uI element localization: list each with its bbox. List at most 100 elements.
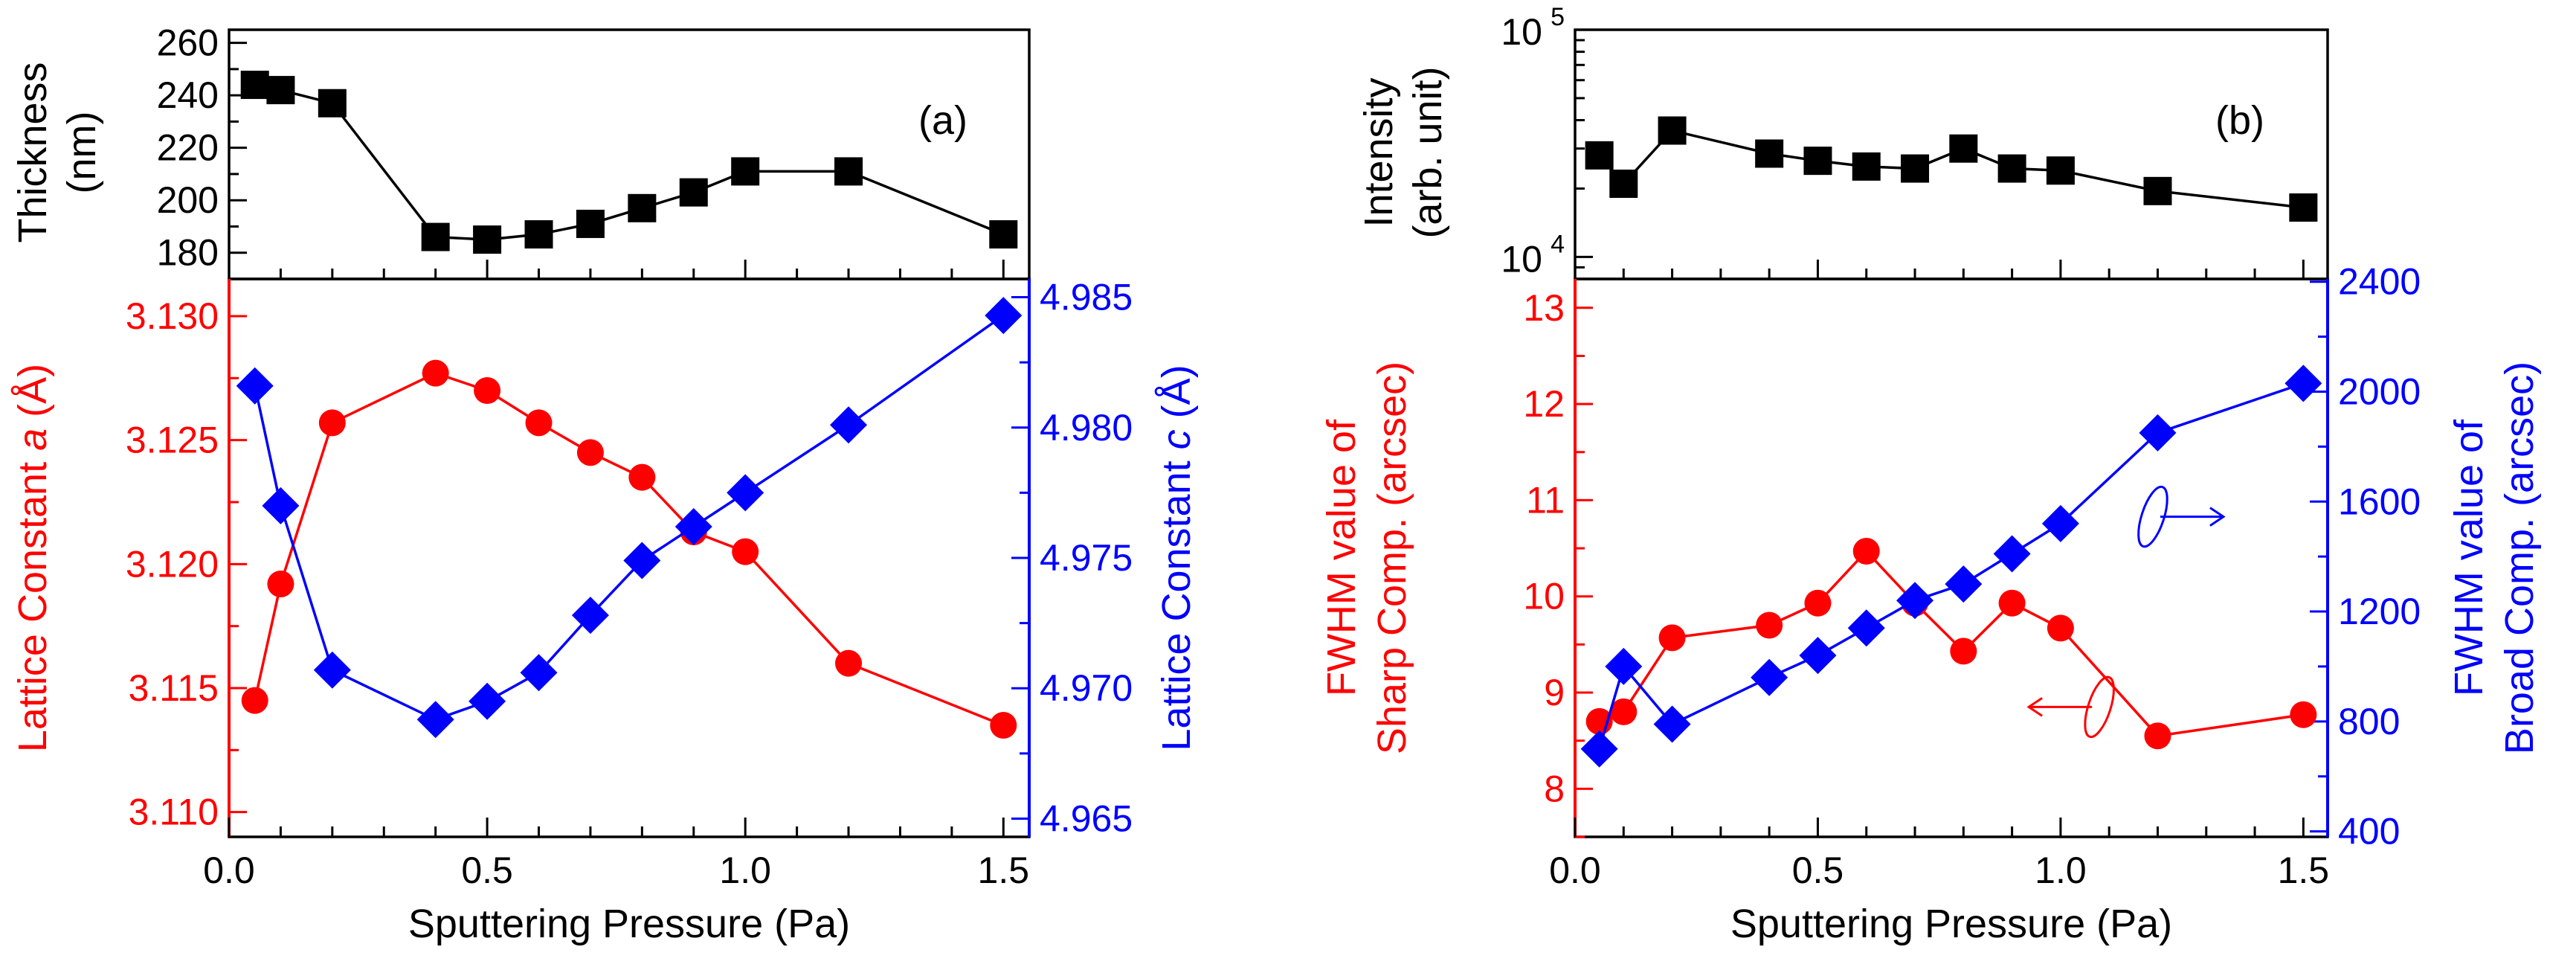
data-point-b-top-0-1 [1609, 169, 1638, 198]
data-point-a-top-0-0 [240, 71, 269, 100]
series-line-a-bot-0 [254, 371, 1004, 727]
y-axis-label-a-top-line1: Thickness [10, 62, 55, 243]
x-tick-label: 1.0 [2035, 850, 2087, 891]
axis-indicator-arrowhead-right [2209, 507, 2226, 527]
y-axis-label-b-top-line2: (arb. unit) [1405, 66, 1450, 238]
data-point-b-bot-1-0 [1580, 730, 1618, 768]
x-tick-label: 0.5 [1792, 850, 1844, 891]
y-tick-label: 10 [1501, 11, 1542, 53]
y-tick-label: 8 [1544, 768, 1565, 809]
data-point-a-bot-1-3 [416, 701, 454, 739]
y-tick-label: 3.120 [126, 543, 219, 585]
data-point-b-top-0-5 [1852, 152, 1881, 181]
data-point-a-bot-0-7 [628, 463, 656, 491]
data-point-a-bot-0-5 [525, 409, 553, 437]
y-axis-label-b-top-line1: Intensity [1356, 77, 1401, 227]
y-tick-label: 3.130 [126, 295, 219, 337]
y-tick-label: 4.975 [1040, 537, 1133, 579]
y-axis-label-left-a: Lattice Constant a (Å) [10, 364, 55, 752]
y-tick-label-exponent: 4 [1551, 230, 1565, 258]
data-point-b-top-0-3 [1755, 139, 1784, 168]
data-point-b-top-0-2 [1658, 116, 1687, 145]
data-point-b-top-0-7 [1949, 134, 1978, 163]
data-point-b-bot-1-10 [2139, 414, 2177, 452]
data-point-b-bot-1-8 [1993, 535, 2031, 573]
y-tick-label: 2000 [2338, 370, 2421, 412]
plot-frame-a-top [228, 28, 1031, 280]
data-point-a-top-0-11 [989, 220, 1018, 249]
data-point-b-bot-1-4 [1799, 637, 1837, 675]
data-point-a-top-0-5 [524, 220, 553, 249]
y-tick-label: 3.125 [126, 420, 219, 461]
data-point-b-bot-1-6 [1896, 582, 1934, 620]
data-point-b-bot-0-8 [1998, 589, 2026, 617]
series-line-a-bot-1 [253, 314, 1005, 722]
x-tick-label: 0.0 [203, 850, 255, 891]
x-axis-label: Sputtering Pressure (Pa) [1730, 902, 2172, 946]
y-tick-label: 260 [157, 22, 219, 64]
y-axis-label-left-b-line1: FWHM value of [1319, 419, 1364, 696]
y-tick-label: 200 [157, 179, 219, 221]
data-point-a-top-0-2 [318, 89, 347, 118]
y-tick-label: 400 [2338, 811, 2400, 852]
data-point-b-bot-0-2 [1658, 624, 1686, 652]
data-point-a-top-0-7 [628, 193, 657, 222]
panel-label-b: (b) [2215, 98, 2264, 143]
data-point-a-bot-0-11 [990, 712, 1017, 739]
data-point-a-bot-1-5 [520, 654, 558, 692]
data-point-b-bot-0-10 [2144, 722, 2171, 750]
data-point-a-bot-1-7 [623, 542, 661, 579]
data-point-a-bot-1-8 [674, 507, 712, 545]
y-axis-label-right-b-line1: FWHM value of [2447, 419, 2491, 696]
y-tick-label: 13 [1523, 287, 1565, 329]
data-point-a-bot-0-3 [422, 359, 449, 387]
y-tick-label: 220 [157, 127, 219, 169]
data-point-a-bot-0-10 [835, 649, 863, 677]
y-tick-label: 2400 [2338, 261, 2421, 303]
data-point-b-bot-0-4 [1804, 589, 1832, 617]
data-point-b-top-0-11 [2289, 193, 2318, 222]
data-point-b-bot-0-5 [1852, 537, 1880, 565]
data-point-a-bot-0-6 [576, 439, 604, 466]
data-point-a-top-0-4 [473, 225, 502, 254]
data-point-a-bot-1-11 [985, 297, 1023, 335]
y-tick-label: 12 [1523, 383, 1565, 425]
y-tick-label: 4.965 [1040, 797, 1133, 839]
x-tick-label: 1.5 [2278, 850, 2330, 891]
x-tick-label: 1.0 [719, 850, 771, 891]
data-point-a-top-0-1 [266, 76, 295, 105]
y-tick-label: 10 [1501, 238, 1542, 280]
data-point-b-bot-1-11 [2284, 365, 2322, 402]
data-point-b-bot-0-9 [2047, 614, 2074, 642]
y-axis-label-a-top-line2: (nm) [59, 112, 104, 194]
data-point-a-bot-1-2 [313, 651, 351, 689]
data-point-a-bot-0-2 [318, 409, 346, 437]
y-axis-label-right-a: Lattice Constant c (Å) [1154, 365, 1199, 751]
x-axis-label: Sputtering Pressure (Pa) [408, 902, 850, 946]
data-point-a-top-0-8 [679, 178, 708, 207]
data-point-a-bot-1-1 [262, 486, 300, 524]
data-point-a-bot-1-0 [236, 367, 274, 405]
data-point-b-bot-1-1 [1605, 647, 1643, 685]
data-point-b-bot-1-2 [1653, 705, 1691, 743]
x-tick-label: 0.0 [1549, 850, 1601, 891]
data-point-b-top-0-0 [1585, 141, 1614, 170]
data-point-b-top-0-4 [1803, 147, 1832, 176]
y-tick-label: 3.115 [129, 667, 219, 709]
data-point-b-bot-0-1 [1610, 698, 1638, 725]
y-tick-label: 10 [1523, 576, 1565, 617]
axis-indicator-arrowhead-left [2026, 697, 2043, 717]
data-point-b-top-0-8 [1997, 154, 2026, 183]
data-point-b-top-0-10 [2143, 176, 2172, 205]
y-tick-label: 4.970 [1040, 667, 1133, 709]
y-tick-label: 11 [1526, 479, 1565, 521]
y-tick-label: 9 [1544, 672, 1565, 713]
data-point-a-top-0-6 [576, 209, 605, 238]
y-tick-label-exponent: 5 [1551, 3, 1565, 31]
plot-frame-b-bottom [1574, 277, 2329, 838]
data-point-a-bot-1-6 [571, 597, 609, 635]
data-point-a-bot-0-9 [732, 538, 759, 565]
data-point-a-bot-0-1 [267, 571, 294, 597]
data-point-b-bot-0-3 [1756, 611, 1783, 639]
